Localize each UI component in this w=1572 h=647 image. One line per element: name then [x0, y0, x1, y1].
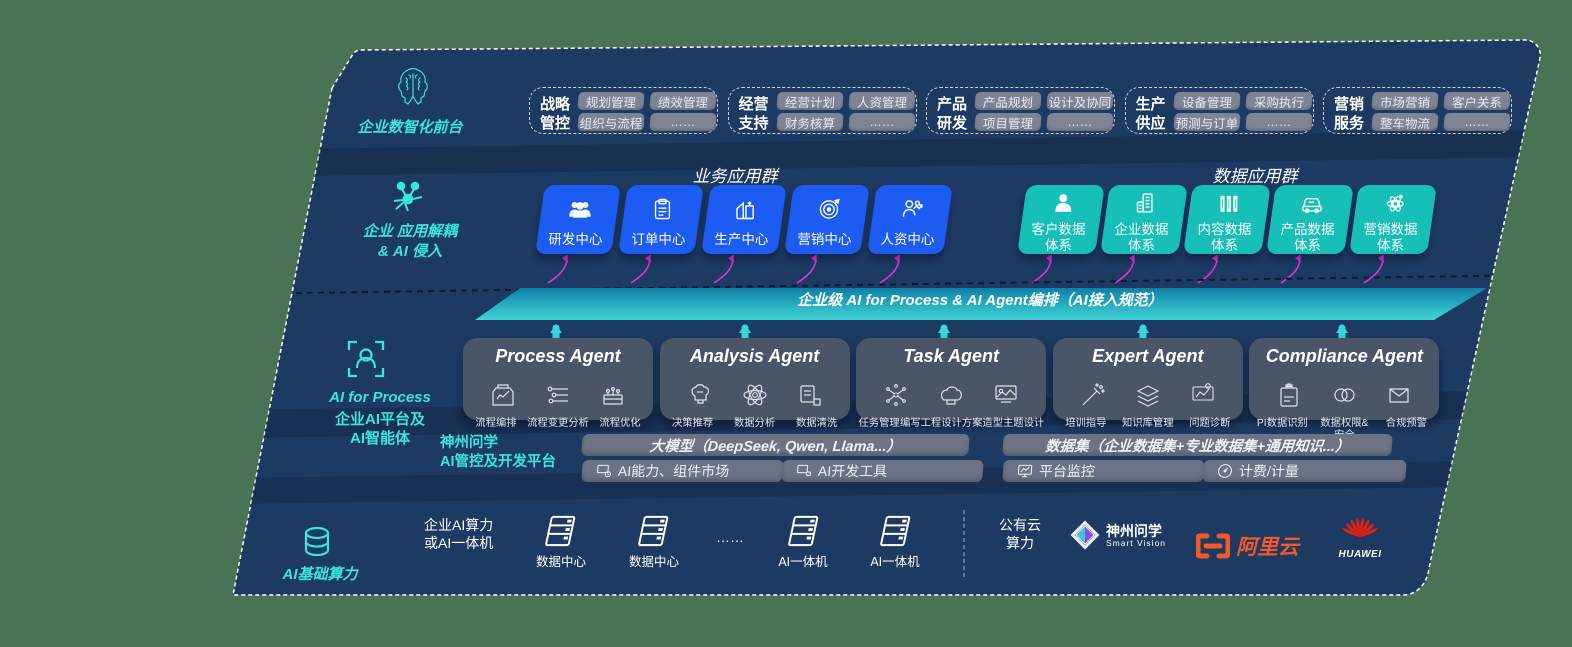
- svg-text:企业级 AI for Process & AI Agent编: 企业级 AI for Process & AI Agent编排（AI接入规范）: [797, 291, 1163, 309]
